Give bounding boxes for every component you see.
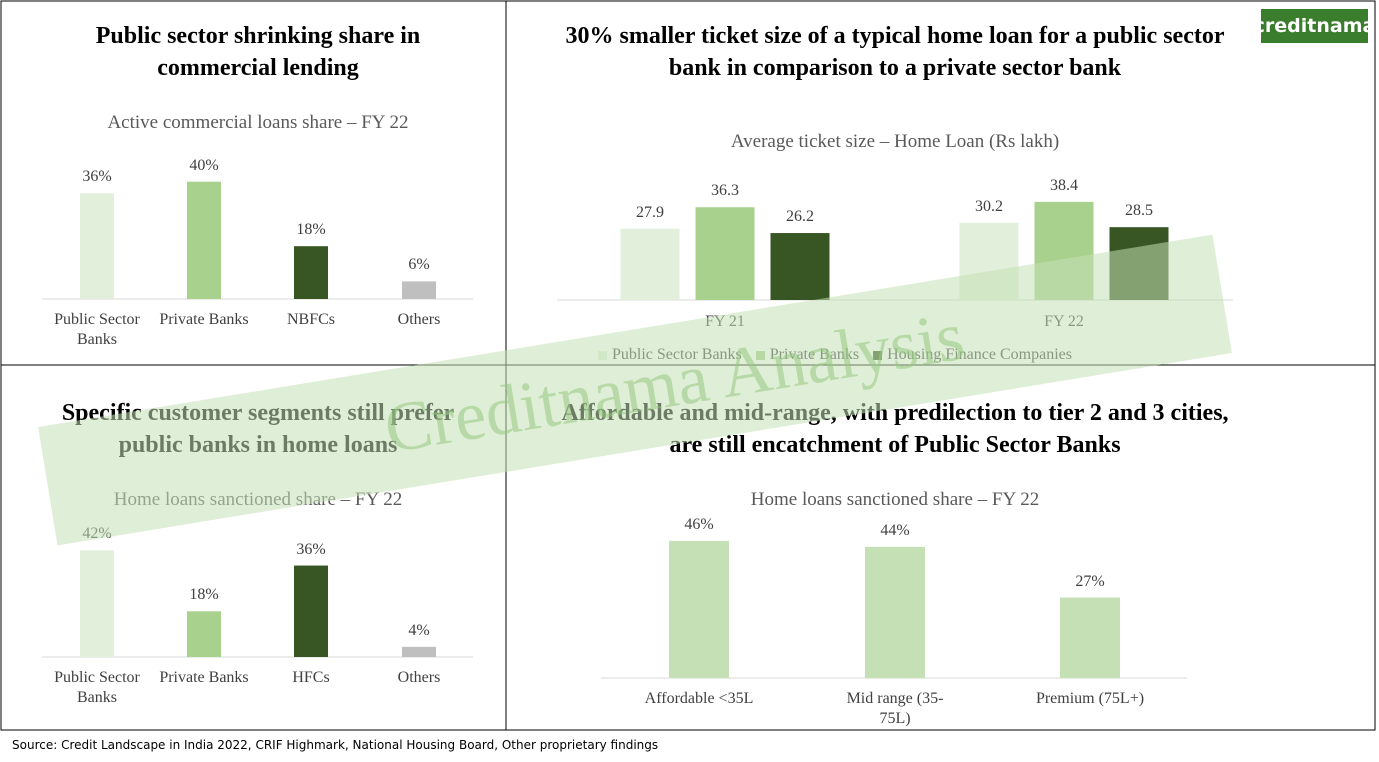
chart-title: Average ticket size – Home Loan (Rs lakh… (730, 131, 1060, 152)
legend-swatch (755, 350, 765, 360)
value-label: 28.5 (1125, 202, 1153, 220)
bar (187, 181, 221, 299)
value-label: 40% (189, 156, 219, 174)
legend-label: Housing Finance Companies (887, 346, 1072, 363)
value-label: 36.3 (711, 182, 739, 200)
chart-heading: 30% smaller ticket size of a typical hom… (565, 23, 1225, 81)
bar (80, 193, 114, 299)
legend-label: Private Banks (769, 346, 860, 363)
value-label: 30.2 (975, 197, 1003, 215)
bar (1060, 597, 1120, 678)
legend-item: Public Sector Banks (598, 346, 742, 364)
value-label: 6% (408, 256, 430, 274)
x-tick-label: Premium (75L+) (1035, 690, 1145, 707)
value-label: 18% (189, 586, 219, 604)
value-label: 4% (408, 621, 430, 639)
legend-item: Housing Finance Companies (873, 346, 1072, 364)
chart-title: Home loans sanctioned share – FY 22 (113, 489, 403, 510)
x-tick-label: Public Sector Banks (54, 669, 140, 706)
bar (695, 207, 755, 300)
chart-heading: Affordable and mid-range, with predilect… (561, 400, 1229, 458)
legend-item: Private Banks (755, 346, 860, 364)
x-tick-label: Others (397, 311, 441, 328)
x-tick-label: FY 22 (1044, 313, 1084, 330)
logo: creditnama (1254, 9, 1375, 43)
x-tick-label: NBFCs (286, 311, 336, 328)
chart-title: Active commercial loans share – FY 22 (107, 112, 409, 133)
bar (187, 611, 221, 657)
value-label: 36% (296, 540, 326, 558)
legend-swatch (873, 350, 883, 360)
x-tick-label: Private Banks (159, 311, 249, 328)
value-label: 36% (82, 168, 112, 186)
value-label: 27.9 (636, 203, 664, 221)
x-tick-label: Private Banks (159, 669, 249, 686)
bar (294, 565, 328, 657)
bar (294, 246, 328, 299)
chart-title: Home loans sanctioned share – FY 22 (750, 489, 1040, 510)
bar (959, 222, 1019, 300)
bar (770, 233, 830, 300)
value-label: 44% (880, 521, 910, 539)
bar (80, 550, 114, 657)
x-tick-label: Affordable <35L (644, 690, 754, 707)
x-tick-label: Public Sector Banks (54, 311, 140, 348)
x-tick-label: FY 21 (705, 313, 745, 330)
legend-label: Public Sector Banks (612, 346, 742, 363)
value-label: 42% (82, 525, 112, 543)
value-label: 18% (296, 221, 326, 239)
bar (1109, 227, 1169, 300)
x-tick-label: HFCs (292, 669, 330, 686)
value-label: 27% (1075, 572, 1105, 590)
bar (865, 546, 925, 678)
x-tick-label: Mid range (35-75L) (846, 690, 944, 727)
chart-heading: Specific customer segments still prefer … (61, 400, 455, 458)
value-label: 46% (684, 515, 714, 533)
value-label: 26.2 (786, 208, 814, 226)
bar (669, 540, 729, 678)
bar (402, 281, 436, 299)
x-tick-label: Others (397, 669, 441, 686)
bar (402, 646, 436, 657)
legend-swatch (598, 350, 608, 360)
value-label: 38.4 (1050, 176, 1078, 194)
legend: Public Sector Banks Private Banks Housing … (557, 346, 1113, 364)
source-note: Source: Credit Landscape in India 2022, … (12, 738, 659, 752)
bar (620, 228, 680, 300)
chart-heading: Public sector shrinking share in commerc… (95, 23, 421, 81)
bar (1034, 201, 1094, 300)
